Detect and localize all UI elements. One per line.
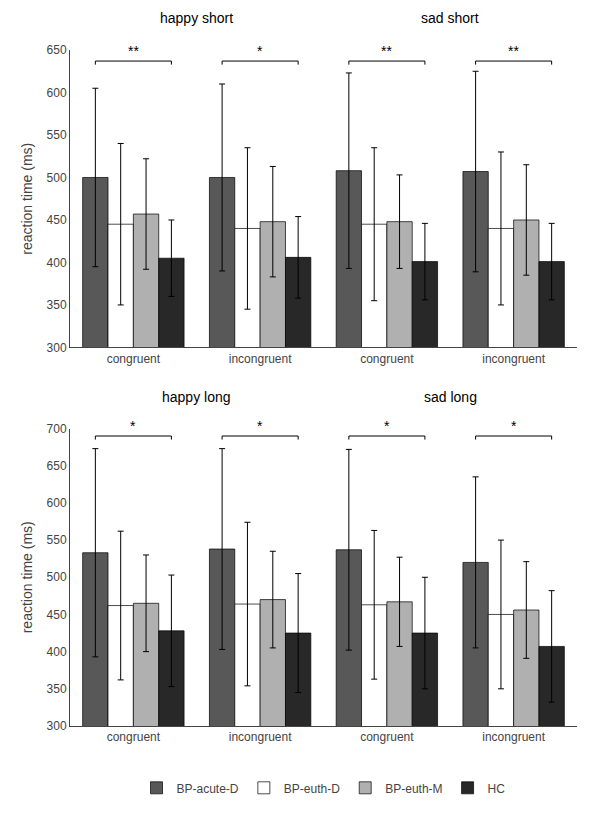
svg-text:congruent: congruent [107,352,161,366]
svg-text:**: ** [508,43,519,59]
svg-text:happy long: happy long [162,389,231,405]
svg-text:BP-euth-M: BP-euth-M [385,782,442,796]
svg-text:*: * [257,418,263,434]
svg-text:**: ** [128,43,139,59]
svg-text:incongruent: incongruent [229,730,292,744]
svg-text:600: 600 [47,496,67,510]
svg-text:BP-euth-D: BP-euth-D [284,782,340,796]
svg-text:incongruent: incongruent [482,352,545,366]
svg-text:reaction time (ms): reaction time (ms) [19,521,35,633]
svg-text:450: 450 [47,608,67,622]
svg-text:350: 350 [47,682,67,696]
svg-text:HC: HC [488,782,506,796]
svg-text:sad short: sad short [421,10,479,26]
svg-text:350: 350 [47,298,67,312]
svg-text:500: 500 [47,171,67,185]
svg-text:incongruent: incongruent [482,730,545,744]
svg-text:BP-acute-D: BP-acute-D [177,782,239,796]
svg-text:*: * [257,43,263,59]
svg-text:650: 650 [47,43,67,57]
svg-text:sad long: sad long [424,389,477,405]
svg-text:*: * [511,418,517,434]
svg-text:**: ** [381,43,392,59]
svg-text:happy short: happy short [160,10,233,26]
svg-text:*: * [384,418,390,434]
svg-text:congruent: congruent [107,730,161,744]
svg-text:600: 600 [47,86,67,100]
svg-text:400: 400 [47,256,67,270]
svg-text:300: 300 [47,341,67,355]
svg-text:550: 550 [47,533,67,547]
svg-text:300: 300 [47,719,67,733]
svg-text:650: 650 [47,459,67,473]
svg-text:500: 500 [47,570,67,584]
svg-text:700: 700 [47,422,67,436]
svg-text:400: 400 [47,645,67,659]
svg-text:reaction time (ms): reaction time (ms) [19,143,35,255]
svg-text:incongruent: incongruent [229,352,292,366]
svg-text:550: 550 [47,128,67,142]
svg-text:congruent: congruent [360,352,414,366]
svg-text:*: * [130,418,136,434]
svg-text:450: 450 [47,213,67,227]
svg-text:congruent: congruent [360,730,414,744]
